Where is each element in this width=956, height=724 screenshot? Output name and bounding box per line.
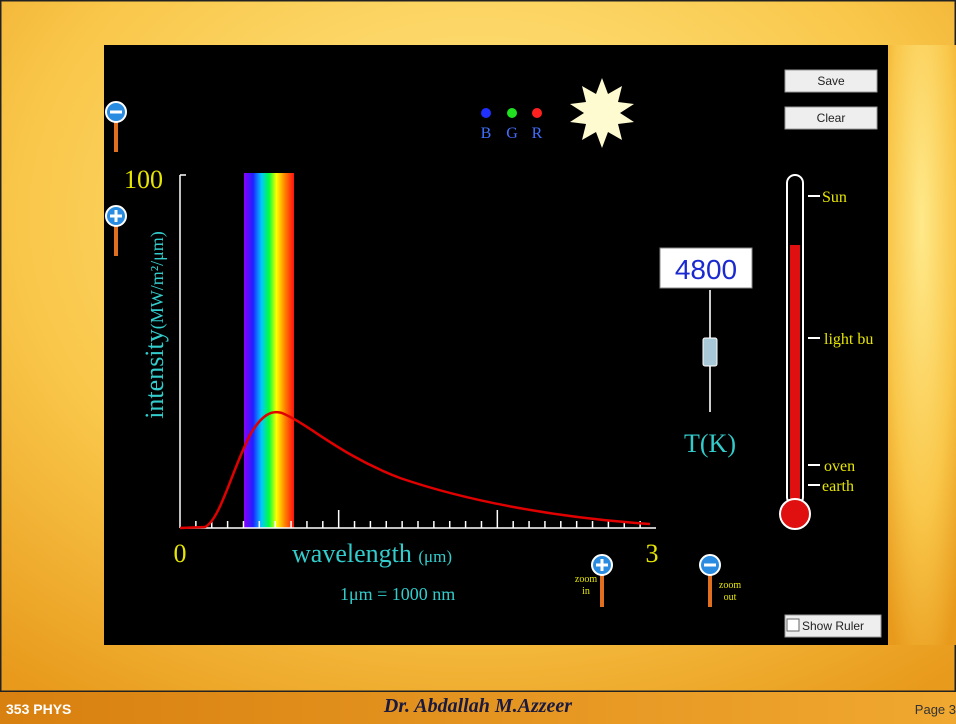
x-max-label: 3 — [646, 539, 659, 568]
zoom-label: in — [582, 586, 590, 597]
temperature-label: T(K) — [684, 429, 736, 458]
slide: 353 PHYS Dr. Abdallah M.Azzeer Page 3 Sa… — [0, 0, 956, 724]
sim-panel — [104, 45, 888, 645]
footer-center: Dr. Abdallah M.Azzeer — [383, 695, 572, 717]
zoom-label: zoom — [575, 574, 597, 585]
y-axis-title: intensity — [140, 329, 169, 419]
button-label[interactable]: Clear — [817, 111, 846, 125]
visible-spectrum — [244, 173, 294, 528]
thermometer-fill — [790, 245, 800, 507]
thermometer-bulb — [780, 499, 810, 529]
color-label: R — [532, 125, 543, 142]
temperature-value[interactable]: 4800 — [675, 254, 737, 285]
red-dot — [532, 108, 542, 118]
color-label: B — [481, 125, 492, 142]
y-axis-unit: (MW/m²/μm) — [147, 231, 168, 329]
color-label: G — [506, 125, 518, 142]
footer-left: 353 PHYS — [6, 701, 71, 717]
save-button[interactable]: Save — [785, 70, 877, 92]
x-axis-unit: (μm) — [418, 547, 452, 566]
x-min-label: 0 — [174, 539, 187, 568]
thermometer-label: oven — [824, 458, 855, 475]
thermometer-label: earth — [822, 478, 854, 495]
footer-right: Page 3 — [915, 702, 956, 717]
zoom-label: zoom — [719, 580, 741, 591]
thermometer-label: light bu — [824, 331, 873, 348]
x-axis-title: wavelength — [292, 539, 412, 568]
y-max-label: 100 — [124, 165, 163, 194]
zoom-label: out — [724, 592, 737, 603]
thermometer-label: Sun — [822, 189, 847, 206]
green-dot — [507, 108, 517, 118]
panel-clip — [888, 45, 956, 645]
checkbox-label[interactable]: Show Ruler — [802, 619, 864, 633]
slider-knob[interactable] — [703, 338, 717, 366]
conversion-note: 1μm = 1000 nm — [340, 584, 455, 604]
clear-button[interactable]: Clear — [785, 107, 877, 129]
blue-dot — [481, 108, 491, 118]
button-label[interactable]: Save — [817, 74, 845, 88]
show-ruler[interactable]: Show Ruler — [785, 615, 881, 637]
